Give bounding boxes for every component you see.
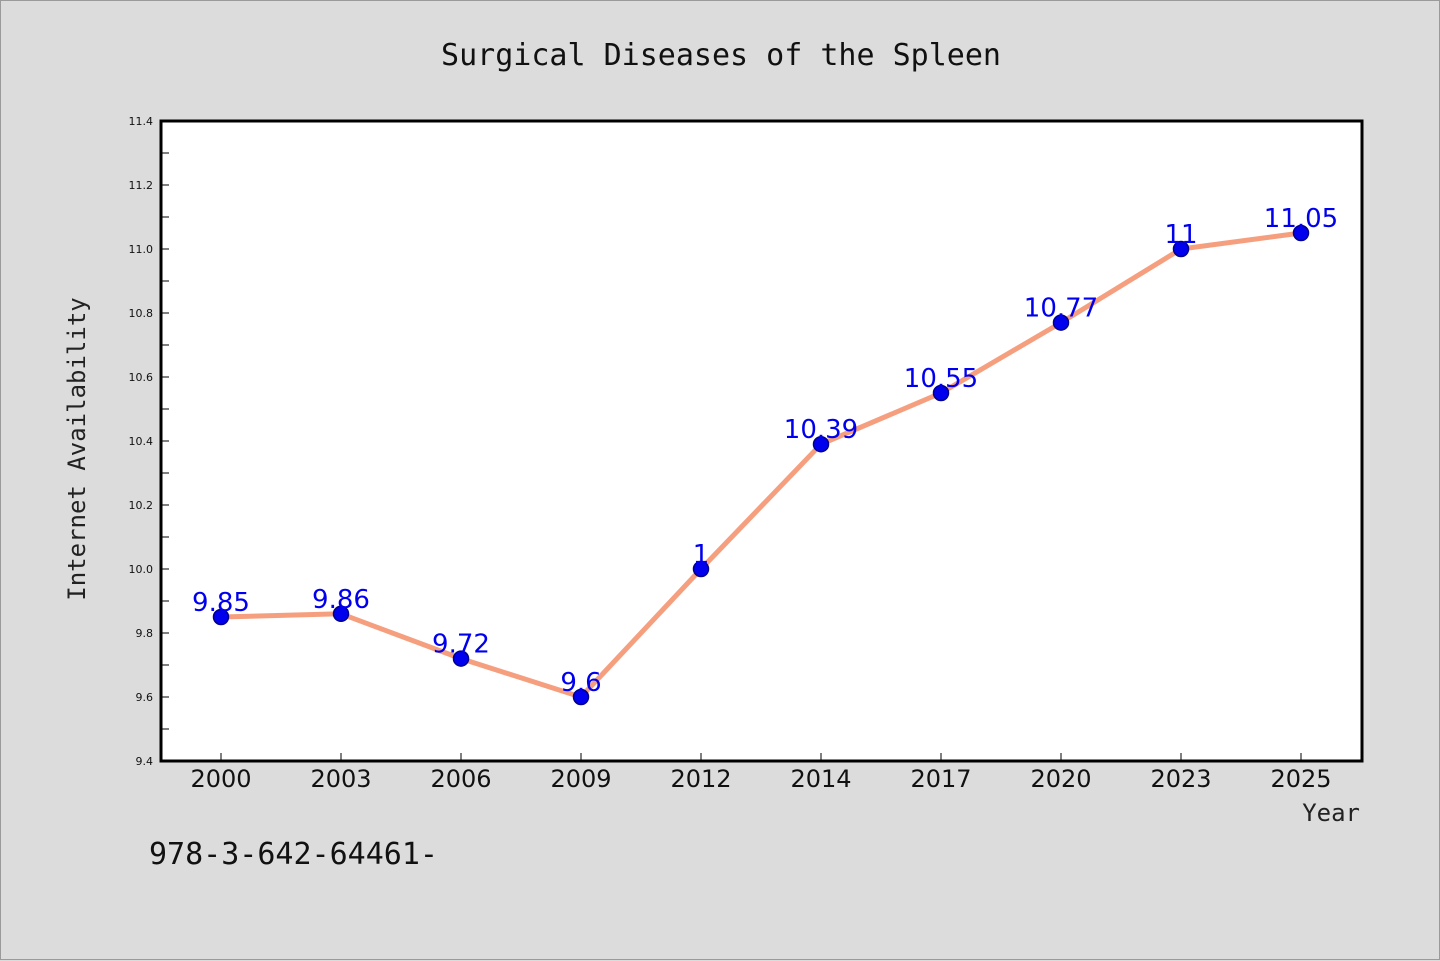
y-axis-title: Internet Availability bbox=[63, 297, 91, 600]
y-axis: 9.4 9.6 9.8 10.0 10.2 10.4 10.6 10.8 11.0 11.2 11.… bbox=[129, 115, 169, 768]
data-point-label: 1 bbox=[693, 540, 710, 570]
y-tick-label: 10.4 bbox=[129, 435, 154, 448]
data-point-marker bbox=[452, 650, 470, 667]
data-point-marker bbox=[1052, 314, 1070, 331]
x-tick-label: 2009 bbox=[550, 765, 611, 793]
y-tick-label: 10.0 bbox=[129, 563, 154, 576]
markers-group bbox=[212, 224, 1310, 706]
series-line bbox=[218, 230, 1304, 700]
data-point-marker bbox=[932, 384, 950, 402]
data-point-marker bbox=[332, 605, 350, 623]
x-tick-label: 2014 bbox=[790, 765, 851, 793]
plot-area bbox=[159, 119, 1364, 763]
data-point-label: 9.72 bbox=[432, 630, 490, 660]
chart-title: Surgical Diseases of the Spleen bbox=[441, 38, 1001, 73]
x-axis-title: Year bbox=[1302, 799, 1360, 827]
data-point-marker bbox=[1292, 224, 1310, 242]
y-tick-label: 9.8 bbox=[136, 627, 154, 640]
x-tick-label: 2017 bbox=[910, 765, 971, 793]
data-point-marker bbox=[812, 435, 830, 453]
y-tick-label: 9.6 bbox=[136, 691, 154, 704]
data-point-label: 11.05 bbox=[1264, 204, 1338, 234]
x-tick-label: 2012 bbox=[670, 765, 731, 793]
y-tick-label: 10.6 bbox=[129, 371, 154, 384]
data-point-label: 9.6 bbox=[560, 668, 601, 698]
data-point-marker bbox=[572, 688, 590, 706]
x-tick-label: 2003 bbox=[310, 765, 371, 793]
data-point-label: 11 bbox=[1164, 220, 1197, 250]
footer-isbn-text: 978-3-642-64461- bbox=[149, 837, 438, 872]
y-tick-label: 11.4 bbox=[129, 115, 154, 128]
data-point-marker bbox=[692, 560, 710, 578]
x-tick-label: 2020 bbox=[1030, 765, 1091, 793]
data-point-label: 10.39 bbox=[784, 415, 858, 445]
data-labels-group: 9.85 9.86 9.72 9.6 1 10.39 10.55 10.77 11 11.05 bbox=[192, 204, 1338, 698]
data-point-label: 10.55 bbox=[904, 364, 978, 394]
x-axis: 2000 2003 2006 2009 2012 2014 2017 2020 2023 2025 bbox=[190, 753, 1332, 793]
y-tick-label: 10.2 bbox=[129, 499, 154, 512]
data-point-label: 9.85 bbox=[192, 588, 250, 618]
x-tick-label: 2006 bbox=[430, 765, 491, 793]
x-tick-label: 2023 bbox=[1150, 765, 1211, 793]
series-line-group bbox=[218, 230, 1304, 700]
x-tick-label: 2000 bbox=[190, 765, 251, 793]
x-tick-label: 2025 bbox=[1270, 765, 1331, 793]
y-tick-label: 9.4 bbox=[136, 755, 154, 768]
data-point-marker bbox=[1172, 240, 1190, 258]
data-point-label: 10.77 bbox=[1024, 294, 1098, 324]
data-point-marker bbox=[212, 608, 230, 626]
y-tick-label: 11.2 bbox=[129, 179, 154, 192]
data-point-label: 9.86 bbox=[312, 585, 370, 615]
y-tick-label: 11.0 bbox=[129, 243, 154, 256]
y-tick-label: 10.8 bbox=[129, 307, 154, 320]
